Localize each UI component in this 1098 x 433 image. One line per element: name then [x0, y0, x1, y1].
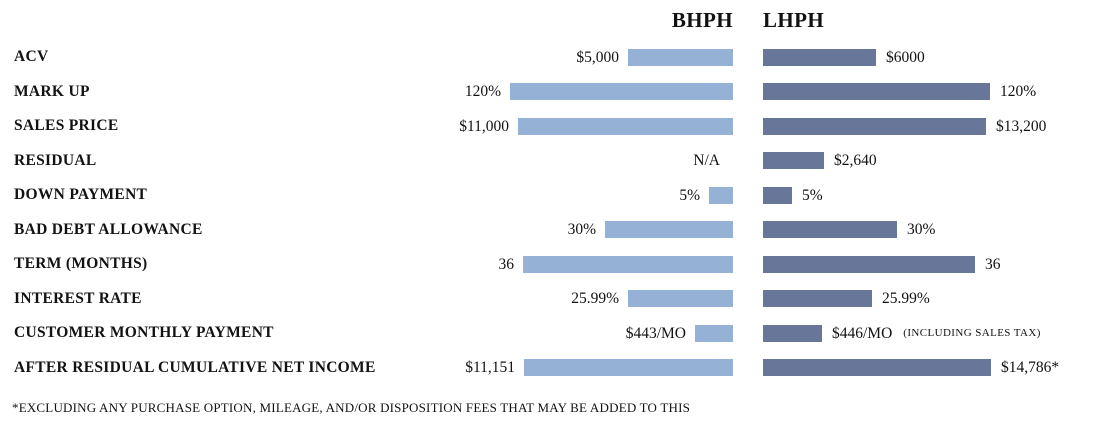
chart-row: CUSTOMER MONTHLY PAYMENT $443/MO $446/MO…	[0, 316, 1098, 351]
chart-row: INTEREST RATE 25.99% 25.99%	[0, 282, 1098, 317]
bhph-bar	[510, 83, 733, 101]
lhph-value-label: $2,640	[834, 152, 877, 169]
column-header-bhph: BHPH	[671, 7, 733, 32]
lhph-zone: 36	[763, 255, 1098, 273]
lhph-value-label: 120%	[1000, 83, 1037, 100]
bhph-bar	[628, 290, 733, 308]
bhph-bar	[524, 359, 733, 377]
lhph-bar	[763, 117, 986, 135]
bhph-zone: N/A	[440, 153, 733, 169]
bhph-value-label: N/A	[693, 152, 720, 169]
bhph-zone: $11,151	[440, 359, 733, 377]
row-label: MARK UP	[14, 82, 90, 100]
chart-row: MARK UP 120% 120%	[0, 75, 1098, 110]
lhph-value-label: $13,200	[996, 117, 1047, 135]
row-label: TERM (MONTHS)	[14, 255, 148, 273]
row-label: INTEREST RATE	[14, 289, 142, 307]
lhph-bar	[763, 255, 975, 273]
lhph-value-label: 30%	[907, 221, 936, 238]
lhph-value-label: 25.99%	[882, 290, 930, 307]
row-label: DOWN PAYMENT	[14, 186, 148, 204]
chart-row: SALES PRICE $11,000 $13,200	[0, 109, 1098, 144]
lhph-zone: $14,786*	[763, 359, 1098, 377]
footnote: *EXCLUDING ANY PURCHASE OPTION, MILEAGE,…	[12, 400, 691, 415]
row-label: AFTER RESIDUAL CUMULATIVE NET INCOME	[14, 358, 376, 376]
bhph-value-label: 5%	[679, 186, 700, 204]
bhph-zone: $11,000	[440, 117, 733, 135]
row-label: SALES PRICE	[14, 117, 119, 135]
lhph-bar	[763, 359, 991, 377]
bhph-value-label: $11,000	[459, 117, 509, 135]
row-label: CUSTOMER MONTHLY PAYMENT	[14, 324, 274, 342]
chart-row: ACV $5,000 $6000	[0, 40, 1098, 75]
bhph-value-label: $5,000	[576, 48, 619, 66]
lhph-bar	[763, 83, 990, 101]
lhph-value-label: 36	[985, 255, 1001, 273]
bhph-bar	[709, 186, 733, 204]
bhph-bar	[695, 324, 733, 342]
bhph-zone: 36	[440, 255, 733, 273]
lhph-zone: 5%	[763, 186, 1098, 204]
bhph-zone: 30%	[440, 221, 733, 239]
column-header-lhph: LHPH	[763, 7, 825, 32]
row-label: BAD DEBT ALLOWANCE	[14, 220, 203, 238]
lhph-bar	[763, 221, 897, 239]
lhph-zone: $2,640	[763, 152, 1098, 170]
bhph-bar	[628, 48, 733, 66]
lhph-value-label: $14,786*	[1001, 359, 1060, 376]
bhph-value-label: 25.99%	[571, 290, 619, 307]
lhph-zone: 30%	[763, 221, 1098, 239]
bhph-value-label: 120%	[464, 83, 501, 100]
chart-rows: ACV $5,000 $6000 MARK UP 120% 120% SALES…	[0, 40, 1098, 385]
chart-row: BAD DEBT ALLOWANCE 30% 30%	[0, 213, 1098, 248]
bhph-zone: $5,000	[440, 48, 733, 66]
bhph-bar	[523, 255, 733, 273]
chart-row: TERM (MONTHS) 36 36	[0, 247, 1098, 282]
lhph-value-suffix: (INCLUDING SALES TAX)	[903, 326, 1041, 339]
bhph-bar	[518, 117, 733, 135]
chart-row: DOWN PAYMENT 5% 5%	[0, 178, 1098, 213]
lhph-zone: $446/MO (INCLUDING SALES TAX)	[763, 324, 1098, 342]
lhph-bar	[763, 290, 872, 308]
chart-row: AFTER RESIDUAL CUMULATIVE NET INCOME $11…	[0, 351, 1098, 386]
lhph-zone: 120%	[763, 83, 1098, 101]
lhph-bar	[763, 48, 876, 66]
lhph-value-label: $6000	[886, 48, 925, 66]
row-label: RESIDUAL	[14, 151, 97, 169]
bhph-zone: 120%	[440, 83, 733, 101]
bhph-value-label: $11,151	[465, 359, 515, 376]
bhph-value-label: 36	[498, 255, 515, 273]
bhph-bar	[605, 221, 733, 239]
lhph-bar	[763, 324, 822, 342]
bhph-value-label: $443/MO	[625, 324, 686, 342]
lhph-value-label: 5%	[802, 186, 823, 204]
lhph-value-label: $446/MO	[832, 324, 893, 342]
bhph-value-label: 30%	[567, 221, 596, 238]
lhph-bar	[763, 152, 824, 170]
chart-row: RESIDUAL N/A $2,640	[0, 144, 1098, 179]
row-label: ACV	[14, 48, 49, 66]
lhph-zone: $6000	[763, 48, 1098, 66]
lhph-zone: 25.99%	[763, 290, 1098, 308]
lhph-zone: $13,200	[763, 117, 1098, 135]
bhph-zone: $443/MO	[440, 324, 733, 342]
bhph-zone: 25.99%	[440, 290, 733, 308]
bhph-zone: 5%	[440, 186, 733, 204]
lhph-bar	[763, 186, 792, 204]
column-headers: BHPH LHPH	[0, 0, 1098, 40]
